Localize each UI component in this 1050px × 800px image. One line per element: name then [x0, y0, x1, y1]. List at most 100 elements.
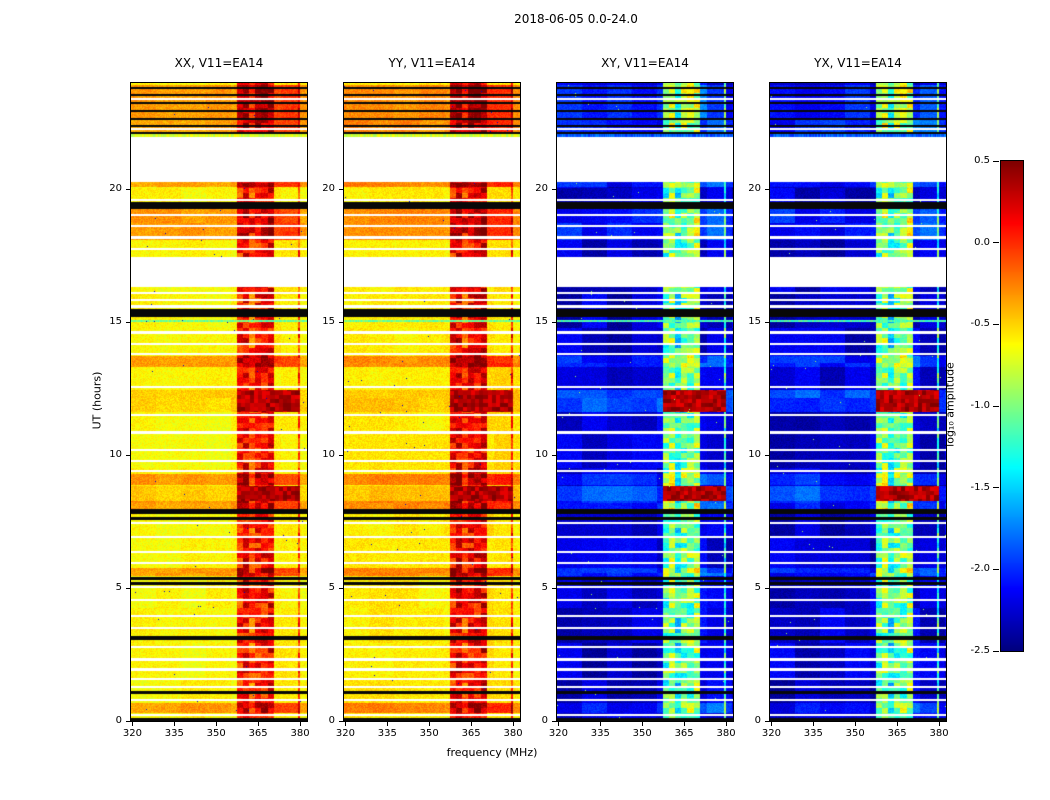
x-tick-label: 335 [377, 728, 397, 739]
y-tick-mark [552, 455, 556, 457]
heatmap-xy [556, 82, 734, 722]
x-tick-mark [771, 722, 773, 726]
x-tick-label: 350 [419, 728, 439, 739]
y-tick-mark [339, 322, 343, 324]
y-tick-label: 20 [109, 183, 122, 195]
x-tick-mark [471, 722, 473, 726]
x-tick-mark [684, 722, 686, 726]
x-tick-label: 365 [461, 728, 481, 739]
x-tick-mark [558, 722, 560, 726]
colorbar: 0.5 0.0 -0.5 -1.0 -1.5 -2.0 -2.5 [970, 156, 1024, 656]
y-tick-mark [552, 322, 556, 324]
y-tick-mark [765, 455, 769, 457]
x-tick-label: 365 [887, 728, 907, 739]
x-tick-label: 335 [803, 728, 823, 739]
x-tick-mark [300, 722, 302, 726]
y-tick-mark [126, 721, 130, 722]
x-tick-mark [429, 722, 431, 726]
y-tick-label: 5 [115, 582, 122, 594]
x-tick-mark [216, 722, 218, 726]
y-tick-label: 20 [322, 183, 335, 195]
panel-xy: XY, V11=EA14 0 5 10 15 20 320 335 350 365 380 [535, 56, 735, 739]
y-tick-label: 10 [322, 449, 335, 461]
y-tick-label: 15 [748, 316, 761, 328]
colorbar-tick-label: 0.0 [974, 236, 990, 248]
x-tick-mark [387, 722, 389, 726]
x-tick-mark [513, 722, 515, 726]
x-tick-mark [345, 722, 347, 726]
x-axis-label: frequency (MHz) [446, 746, 538, 759]
x-tick-label: 380 [929, 728, 949, 739]
x-tick-label: 320 [122, 728, 142, 739]
x-tick-label: 350 [206, 728, 226, 739]
figure-title: 2018-06-05 0.0-24.0 [514, 12, 638, 26]
heatmap-yx [769, 82, 947, 722]
colorbar-tick-mark [993, 160, 999, 162]
y-tick-mark [126, 189, 130, 191]
y-tick-label: 15 [109, 316, 122, 328]
x-tick-mark [132, 722, 134, 726]
x-tick-mark [813, 722, 815, 726]
y-tick-label: 20 [748, 183, 761, 195]
panel-yy: YY, V11=EA14 0 5 10 15 20 320 335 350 365 380 [322, 56, 522, 739]
x-tick-label: 380 [503, 728, 523, 739]
x-tick-label: 335 [164, 728, 184, 739]
x-tick-mark [258, 722, 260, 726]
y-tick-mark [126, 455, 130, 457]
y-tick-mark [552, 721, 556, 722]
y-tick-mark [765, 189, 769, 191]
y-tick-mark [339, 189, 343, 191]
x-tick-label: 320 [548, 728, 568, 739]
colorbar-tick-mark [993, 568, 999, 570]
colorbar-tick-mark [993, 487, 999, 489]
y-tick-label: 10 [748, 449, 761, 461]
colorbar-tick-label: -0.5 [970, 318, 990, 330]
panel-title-xx: XX, V11=EA14 [174, 56, 264, 70]
y-tick-mark [339, 721, 343, 722]
x-tick-label: 320 [335, 728, 355, 739]
panel-yx: YX, V11=EA14 0 5 10 15 20 320 335 350 365 380 [748, 56, 948, 739]
y-tick-label: 0 [115, 715, 122, 726]
panel-title-yx: YX, V11=EA14 [814, 56, 902, 70]
y-tick-label: 0 [541, 715, 548, 726]
x-tick-mark [726, 722, 728, 726]
heatmap-yy [343, 82, 521, 722]
x-tick-label: 350 [632, 728, 652, 739]
y-tick-mark [126, 588, 130, 590]
y-tick-label: 0 [328, 715, 335, 726]
colorbar-tick-label: -2.0 [970, 563, 990, 575]
x-tick-label: 365 [248, 728, 268, 739]
y-tick-mark [765, 721, 769, 722]
y-tick-label: 10 [109, 449, 122, 461]
colorbar-tick: -2.5 [970, 646, 999, 656]
x-tick-label: 320 [761, 728, 781, 739]
x-tick-label: 350 [845, 728, 865, 739]
x-tick-mark [174, 722, 176, 726]
x-tick-label: 335 [590, 728, 610, 739]
colorbar-tick-label: 0.5 [974, 155, 990, 166]
y-tick-mark [765, 588, 769, 590]
y-axis-label: UT (hours) [90, 371, 104, 430]
x-tick-mark [855, 722, 857, 726]
panel-title-yy: YY, V11=EA14 [388, 56, 476, 70]
panel-title-xy: XY, V11=EA14 [601, 56, 689, 70]
colorbar-tick: -2.0 [970, 564, 999, 574]
colorbar-tick-mark [993, 242, 999, 244]
x-tick-mark [600, 722, 602, 726]
x-tick-label: 380 [716, 728, 736, 739]
colorbar-tick-mark [993, 650, 999, 652]
y-tick-label: 5 [541, 582, 548, 594]
y-tick-label: 20 [535, 183, 548, 195]
y-tick-mark [339, 588, 343, 590]
colorbar-gradient [1001, 161, 1023, 651]
y-tick-mark [126, 322, 130, 324]
colorbar-tick-label: -2.5 [970, 645, 990, 656]
x-tick-label: 365 [674, 728, 694, 739]
x-tick-mark [897, 722, 899, 726]
y-tick-mark [552, 588, 556, 590]
y-tick-label: 10 [535, 449, 548, 461]
colorbar-tick: -1.5 [970, 482, 999, 493]
y-tick-mark [339, 455, 343, 457]
colorbar-tick: 0.0 [974, 236, 999, 248]
colorbar-tick: -1.0 [970, 401, 999, 411]
